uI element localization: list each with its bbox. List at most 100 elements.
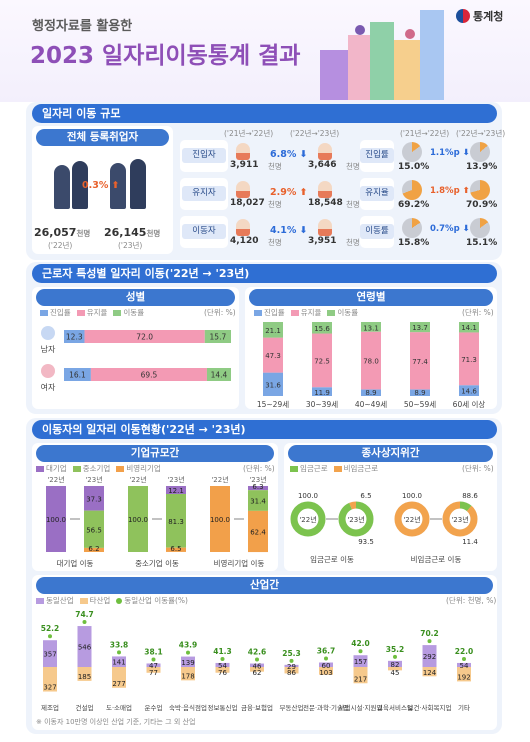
gender-bar [64,330,85,343]
gender-chart: 남자 12.3 72.0 15.7 여자 16.1 69.5 14.4 [41,326,231,392]
gender-value: 16.1 [69,371,86,380]
status-value: 93.5 [358,538,374,546]
age-bar [361,331,381,390]
section3-title: 이동자의 일자리 이동현황('22년 → '23년) [32,420,497,439]
taegeuk-icon [456,9,470,23]
industry-bar-same [112,656,126,667]
count-unit: 천명 [268,162,282,171]
size-value: 100.0 [210,516,230,524]
section1-title: 일자리 이동 규모 [32,104,497,123]
legend-swatch-entry [254,310,262,316]
status-value: 11.4 [462,538,478,546]
size-group-label: 대기업 이동 [57,558,94,568]
industry-other-value: 45 [391,669,400,677]
status-ring-segment [394,501,430,537]
legend-swatch-sme [72,466,81,472]
age-label: 50~59세 [404,400,436,409]
person-icon [236,181,250,198]
agency-logo: 통계청 [456,8,503,24]
size-value: 6.2 [88,545,99,553]
industry-same-value: 46 [253,662,262,670]
size-bar [84,510,104,548]
size-year-label: '23년 [85,475,102,484]
size-bar [128,486,148,552]
industry-rate-dot [117,650,121,655]
industry-rate-value: 52.2 [41,624,60,633]
industry-same-value: 357 [43,651,56,659]
legend-rate: 동일산업 이동률(%) [124,596,188,605]
industry-bar-other [284,667,299,674]
size-bar [166,547,186,552]
size-value: 81.3 [168,518,184,526]
count-curr: 18,548 [308,198,343,208]
size-unit: (단위: %) [243,464,275,473]
industry-same-value: 29 [287,663,296,671]
industry-rate-dot [289,658,294,663]
gender-value: 72.0 [136,333,153,342]
industry-same-value: 54 [460,662,469,670]
age-label: 30~39세 [306,400,338,409]
industry-bar-same [422,645,437,667]
industry-bar-same [457,662,471,667]
size-group-label: 비영리기업 이동 [214,558,265,568]
industry-rate-dot [255,657,259,662]
page-title: 2023 일자리이동통계 결과 [30,43,301,69]
status-title: 종사상지위간 [288,445,493,462]
rate-curr: 70.9% [466,200,498,210]
age-bar [312,322,332,334]
industry-bar-other [250,667,264,672]
industry-bar-same [388,660,402,667]
industry-rate-value: 25.3 [282,649,301,658]
industry-rate-dot [462,656,466,661]
age-bar [361,389,381,396]
age-value: 8.9 [414,389,425,397]
count-label: 유지자 [182,186,226,201]
gender-legend: 진입률 유지율 이동률 [34,307,144,318]
industry-bar-other [319,667,333,675]
industry-bar-other [422,667,437,677]
industry-label: 전문·과학·기술업 [303,703,349,712]
size-title: 기업규모간 [36,445,274,462]
rate-prev-pie [402,180,422,200]
industry-rate-value: 33.8 [110,640,129,649]
size-value: 37.3 [86,495,102,503]
person-icon [318,219,332,236]
industry-bar-same [146,663,161,667]
rate-change: 1.1%p ⬇ [430,148,470,158]
count-unit: 천명 [346,238,360,247]
person-icon [236,143,250,160]
arrow-up-icon: ⬆ [111,180,120,191]
registered-change: 0.3% ⬆ [82,180,120,191]
registered-prev-unit: 천명 [76,229,91,238]
female-icon [41,364,55,378]
industry-rate-dot [427,639,432,644]
size-year-label: '23년 [167,475,184,484]
age-value: 72.5 [314,357,330,365]
status-year-label: '23년 [451,515,468,524]
age-title: 연령별 [249,289,493,306]
industry-bar-same [77,626,92,667]
age-bar [263,337,283,373]
industry-bar-other [457,667,471,682]
status-ring-segment [338,501,374,537]
industry-same-value: 47 [149,662,158,670]
industry-rate-value: 43.9 [179,641,198,650]
age-value: 13.7 [412,324,428,332]
rate-prev: 15.8% [398,238,430,248]
count-change: 2.9% ⬆ [270,187,308,198]
legend-swatch-move [113,310,122,316]
rate-curr-pie [470,218,490,238]
status-value: 88.6 [462,492,478,500]
industry-label: 보건·사회복지업 [408,703,452,712]
counts-period-b: ('22년→'23년) [290,129,340,138]
gender-unit: (단위: %) [204,308,236,317]
gender-bar [206,368,231,381]
age-value: 14.6 [461,388,477,396]
registered-change-value: 0.3% [82,180,109,191]
registered-curr: 26,145천명 [104,226,160,239]
industry-other-value: 192 [457,673,470,681]
industry-label: 운수업 [145,704,163,712]
industry-bar-same [215,662,230,667]
industry-label: 교육서비스업 [377,703,413,712]
size-value: 100.0 [128,516,148,524]
